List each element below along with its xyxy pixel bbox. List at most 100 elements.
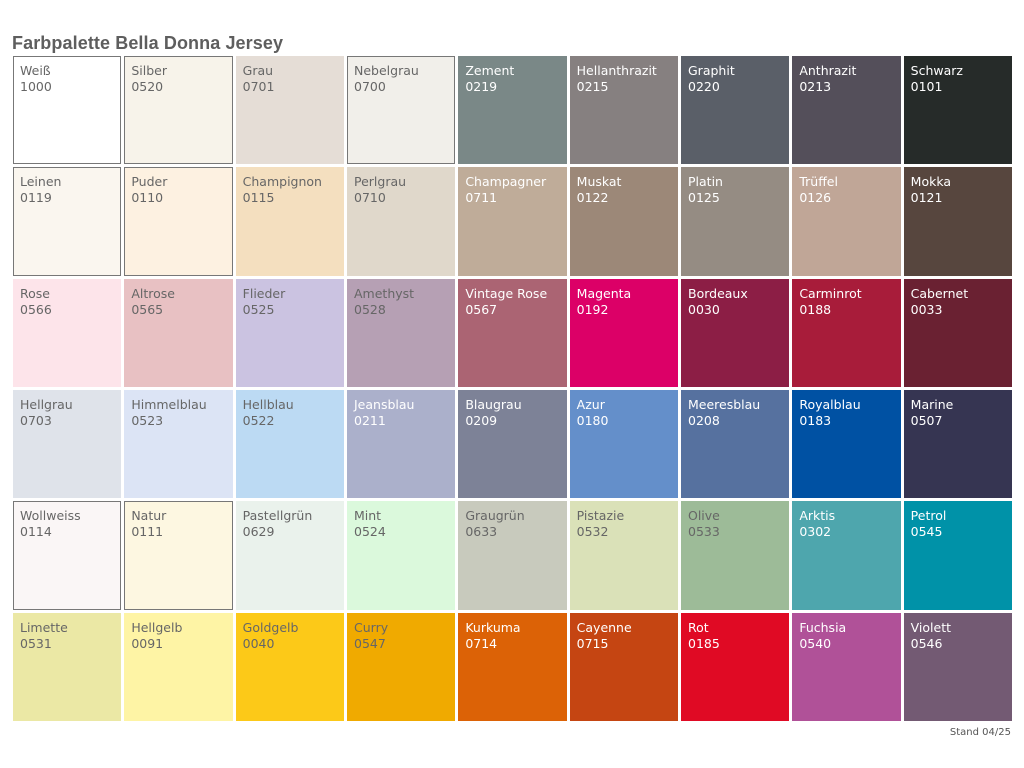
color-swatch: Cabernet 0033 — [903, 278, 1012, 387]
color-swatch: Platin 0125 — [681, 167, 790, 276]
swatch-name: Olive — [688, 508, 720, 524]
swatch-name: Rose — [20, 285, 50, 301]
color-swatch: Blaugrau 0209 — [458, 390, 567, 499]
swatch-name: Natur — [131, 508, 167, 524]
color-swatch: Hellgelb 0091 — [124, 612, 233, 721]
swatch-code: 0524 — [354, 524, 386, 540]
swatch-code: 0507 — [910, 413, 943, 428]
swatch-name: Leinen — [20, 174, 62, 190]
swatch-code: 0540 — [799, 635, 832, 651]
swatch-code: 0533 — [688, 524, 720, 540]
swatch-code: 0546 — [910, 635, 943, 651]
color-swatch: Cayenne 0715 — [569, 612, 678, 721]
swatch-code: 0711 — [465, 190, 498, 206]
color-swatch: Fuchsia 0540 — [792, 612, 901, 721]
swatch-name: Amethyst — [354, 285, 415, 301]
color-swatch: Petrol 0545 — [903, 501, 1012, 610]
swatch-name: Petrol — [910, 508, 947, 524]
page-title: Farbpalette Bella Donna Jersey — [12, 33, 284, 53]
color-swatch: Rose 0566 — [13, 278, 122, 387]
color-swatch: Silber 0520 — [124, 56, 233, 165]
swatch-name: Hellblau — [242, 397, 294, 412]
swatch-name: Magenta — [576, 285, 632, 301]
color-swatch: Champignon 0115 — [235, 167, 344, 276]
swatch-code: 0208 — [688, 413, 720, 428]
color-swatch: Goldgelb 0040 — [235, 612, 344, 721]
swatch-name: Graphit — [688, 63, 735, 78]
color-swatch: Bordeaux 0030 — [681, 278, 790, 387]
swatch-name: Platin — [688, 174, 723, 190]
color-swatch: Muskat 0122 — [569, 167, 678, 276]
swatch-code: 0528 — [354, 301, 386, 317]
swatch-name: Wollweiss — [20, 508, 81, 524]
swatch-name: Anthrazit — [799, 63, 857, 78]
swatch-code: 0220 — [688, 79, 720, 94]
swatch-name: Cabernet — [910, 285, 969, 301]
swatch-name: Altrose — [131, 285, 175, 301]
swatch-code: 0126 — [799, 190, 832, 206]
swatch-name: Pastellgrün — [242, 508, 313, 524]
color-swatch: Hellgrau 0703 — [13, 390, 122, 499]
swatch-code: 0030 — [688, 301, 720, 317]
swatch-code: 0700 — [354, 79, 386, 94]
swatch-name: Curry — [354, 619, 389, 635]
color-swatch: Mokka 0121 — [903, 167, 1012, 276]
swatch-code: 0114 — [20, 524, 52, 540]
color-swatch: Mint 0524 — [347, 501, 456, 610]
swatch-code: 1000 — [20, 79, 52, 94]
swatch-name: Graugrün — [465, 508, 525, 524]
swatch-name: Weiß — [20, 63, 51, 78]
swatch-name: Royalblau — [799, 397, 861, 412]
swatch-code: 0125 — [688, 190, 720, 206]
swatch-code: 0115 — [242, 190, 275, 206]
swatch-name: Himmelblau — [131, 397, 207, 412]
swatch-code: 0185 — [688, 635, 720, 651]
color-swatch: Natur 0111 — [124, 501, 233, 610]
swatch-code: 0701 — [242, 79, 275, 94]
swatch-code: 0565 — [131, 301, 164, 317]
color-swatch-grid: Weiß 1000 Silber 0520 Grau 0701 Nebelgrau 0700 Z… — [13, 56, 1012, 721]
swatch-name: Jeansblau — [354, 397, 415, 412]
swatch-name: Hellgelb — [131, 619, 183, 635]
color-swatch: Champagner 0711 — [458, 167, 567, 276]
swatch-code: 0714 — [465, 635, 498, 651]
swatch-name: Limette — [20, 619, 68, 635]
color-swatch: Meeresblau 0208 — [681, 390, 790, 499]
swatch-code: 0302 — [799, 524, 832, 540]
swatch-name: Rot — [688, 619, 709, 635]
swatch-code: 0522 — [242, 413, 275, 428]
color-swatch: Puder 0110 — [124, 167, 233, 276]
swatch-code: 0192 — [576, 301, 609, 317]
swatch-code: 0567 — [465, 301, 498, 317]
swatch-code: 0121 — [910, 190, 943, 206]
swatch-code: 0180 — [576, 413, 609, 428]
swatch-code: 0033 — [910, 301, 943, 317]
swatch-code: 0213 — [799, 79, 832, 94]
color-swatch: Weiß 1000 — [13, 56, 122, 165]
swatch-name: Marine — [910, 397, 954, 412]
swatch-name: Perlgrau — [354, 174, 407, 190]
swatch-name: Hellanthrazit — [576, 63, 657, 78]
swatch-name: Trüffel — [799, 174, 838, 190]
swatch-code: 0040 — [242, 635, 275, 651]
swatch-name: Schwarz — [910, 63, 963, 78]
swatch-code: 0532 — [576, 524, 609, 540]
color-swatch: Pastellgrün 0629 — [235, 501, 344, 610]
swatch-name: Zement — [465, 63, 515, 78]
color-swatch: Trüffel 0126 — [792, 167, 901, 276]
swatch-code: 0715 — [576, 635, 609, 651]
color-swatch: Magenta 0192 — [569, 278, 678, 387]
swatch-name: Puder — [131, 174, 168, 190]
color-swatch: Himmelblau 0523 — [124, 390, 233, 499]
color-swatch: Rot 0185 — [681, 612, 790, 721]
color-swatch: Graugrün 0633 — [458, 501, 567, 610]
color-swatch: Schwarz 0101 — [903, 56, 1012, 165]
color-swatch: Anthrazit 0213 — [792, 56, 901, 165]
swatch-code: 0091 — [131, 635, 164, 651]
swatch-code: 0703 — [20, 413, 52, 428]
color-swatch: Marine 0507 — [903, 390, 1012, 499]
color-swatch: Limette 0531 — [13, 612, 122, 721]
color-swatch: Vintage Rose 0567 — [458, 278, 567, 387]
color-swatch: Carminrot 0188 — [792, 278, 901, 387]
color-swatch: Royalblau 0183 — [792, 390, 901, 499]
